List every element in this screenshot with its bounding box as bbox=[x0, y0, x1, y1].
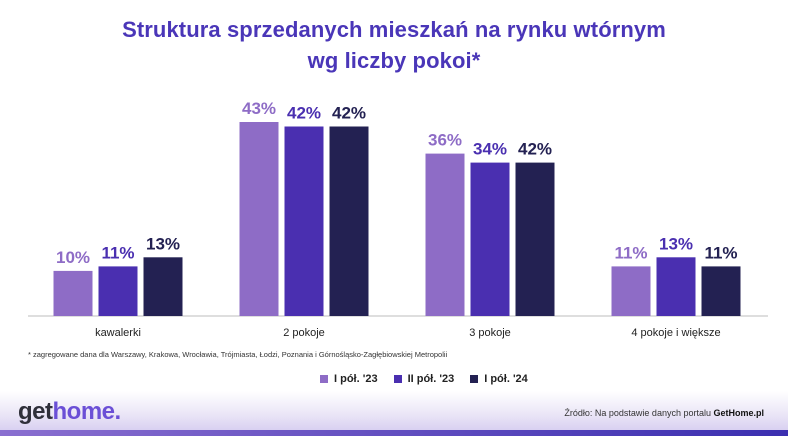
legend-swatch-series-3 bbox=[470, 375, 479, 383]
data-label-1-series-3: 13% bbox=[146, 234, 180, 253]
legend-label-series-3: I pół. '24 bbox=[484, 373, 528, 385]
source-prefix: Źródło: Na podstawie danych portalu bbox=[564, 408, 714, 418]
legend-swatch-series-1 bbox=[320, 375, 328, 383]
chart-title: Struktura sprzedanych mieszkań na rynku … bbox=[0, 14, 788, 76]
data-label-3-series-1: 36% bbox=[428, 131, 462, 150]
bar-3-series-3 bbox=[515, 162, 555, 316]
gethome-logo: gethome. bbox=[18, 398, 121, 426]
source-brand: GetHome.pl bbox=[713, 408, 764, 418]
category-label-2: 2 pokoje bbox=[283, 327, 325, 339]
data-label-4-series-2: 13% bbox=[659, 234, 693, 253]
logo-part-get: get bbox=[18, 398, 53, 425]
legend-swatch-series-2 bbox=[393, 375, 402, 383]
bottom-accent-strip bbox=[0, 430, 788, 436]
bottom-gradient-band bbox=[0, 391, 788, 436]
bar-1-series-2 bbox=[98, 266, 138, 316]
data-label-1-series-2: 11% bbox=[101, 243, 134, 262]
chart-title-line-1: Struktura sprzedanych mieszkań na rynku … bbox=[122, 17, 666, 42]
bar-4-series-1 bbox=[611, 266, 651, 316]
bar-3-series-2 bbox=[470, 162, 510, 316]
data-label-3-series-3: 42% bbox=[518, 140, 552, 159]
legend-item-series-2: II pół. '23 bbox=[393, 373, 455, 385]
footnote: * zagregowane dana dla Warszawy, Krakowa… bbox=[28, 350, 448, 359]
legend: I pół. '23 II pół. '23 I pół. '24 bbox=[320, 373, 528, 385]
data-label-4-series-3: 11% bbox=[704, 243, 737, 262]
category-label-1: kawalerki bbox=[95, 327, 141, 339]
bar-2-series-2 bbox=[284, 126, 324, 316]
legend-label-series-1: I pół. '23 bbox=[334, 373, 378, 385]
data-label-2-series-3: 42% bbox=[332, 104, 366, 123]
bar-3-series-1 bbox=[425, 153, 465, 316]
category-label-3: 3 pokoje bbox=[469, 327, 511, 339]
data-label-2-series-1: 43% bbox=[242, 99, 276, 118]
data-label-3-series-2: 34% bbox=[473, 140, 507, 159]
data-label-2-series-2: 42% bbox=[287, 104, 321, 123]
bar-4-series-3 bbox=[701, 266, 741, 316]
category-label-4: 4 pokoje i większe bbox=[631, 327, 720, 339]
bar-1-series-1 bbox=[53, 270, 93, 316]
data-label-4-series-1: 11% bbox=[614, 243, 647, 262]
legend-item-series-1: I pół. '23 bbox=[320, 373, 378, 385]
chart-title-line-2: wg liczby pokoi* bbox=[307, 48, 481, 73]
logo-part-home: home. bbox=[52, 398, 122, 425]
bar-1-series-3 bbox=[143, 257, 183, 316]
bar-2-series-3 bbox=[329, 126, 369, 316]
bar-4-series-2 bbox=[656, 257, 696, 316]
source-note: Źródło: Na podstawie danych portalu GetH… bbox=[564, 408, 764, 418]
bar-2-series-1 bbox=[239, 122, 279, 316]
legend-label-series-2: II pół. '23 bbox=[407, 373, 455, 385]
legend-item-series-3: I pół. '24 bbox=[470, 373, 528, 385]
data-label-1-series-1: 10% bbox=[56, 248, 90, 267]
